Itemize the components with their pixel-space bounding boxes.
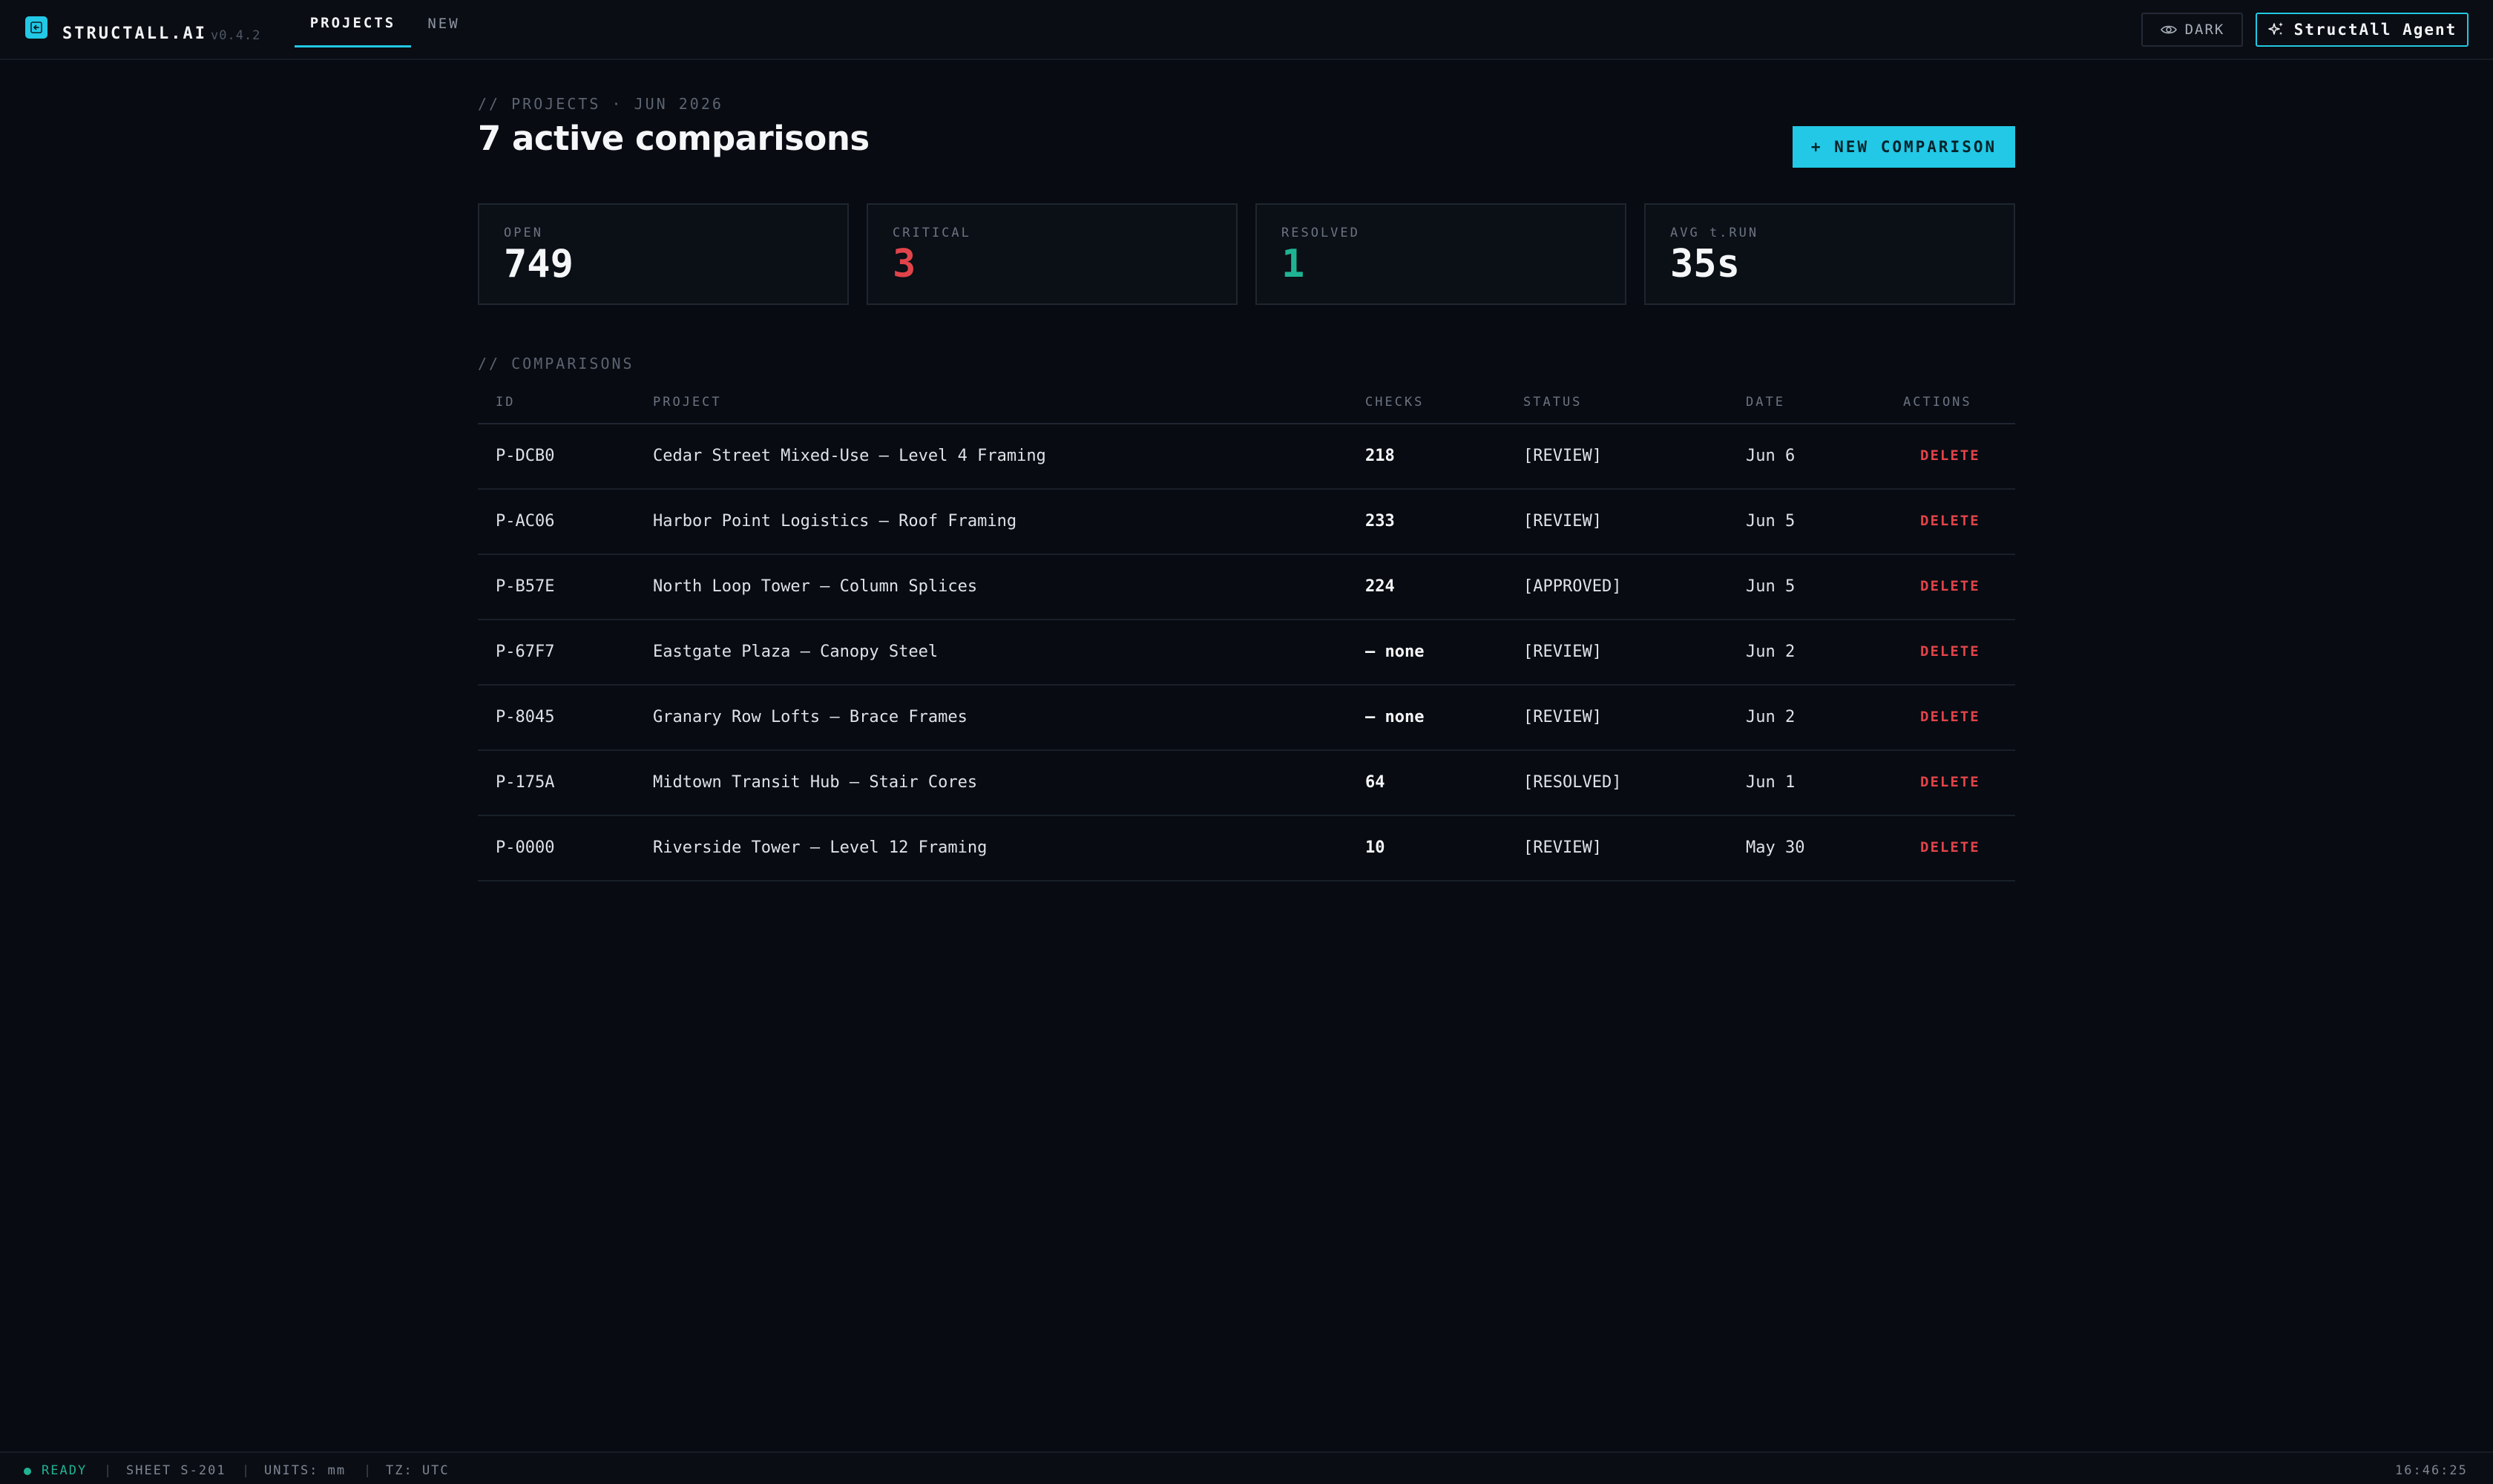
status-separator: | xyxy=(104,1463,114,1478)
column-header-project: PROJECT xyxy=(653,395,722,410)
table-row[interactable]: P-8045 Granary Row Lofts — Brace Frames … xyxy=(478,686,2015,751)
stat-label: OPEN xyxy=(504,226,543,240)
top-bar: STRUCTALL.AI v0.4.2 PROJECTS NEW DARK St… xyxy=(0,0,2493,60)
stat-value: 749 xyxy=(504,242,574,286)
row-checks: 233 xyxy=(1365,512,1395,531)
row-status: [REVIEW] xyxy=(1523,643,1602,661)
delete-button[interactable]: DELETE xyxy=(1920,447,1980,464)
row-date: May 30 xyxy=(1746,838,1805,857)
stat-card-critical: CRITICAL 3 xyxy=(867,203,1238,305)
table-row[interactable]: P-175A Midtown Transit Hub — Stair Cores… xyxy=(478,751,2015,816)
delete-button[interactable]: DELETE xyxy=(1920,513,1980,529)
row-date: Jun 1 xyxy=(1746,773,1796,792)
tab-projects[interactable]: PROJECTS xyxy=(295,0,411,47)
comparisons-section-label: // COMPARISONS xyxy=(478,355,634,372)
row-status: [REVIEW] xyxy=(1523,447,1602,465)
column-header-id: ID xyxy=(496,395,516,410)
status-clock: 16:46:25 xyxy=(2395,1463,2468,1478)
column-header-actions: ACTIONS xyxy=(1903,395,1972,410)
column-header-date: DATE xyxy=(1746,395,1785,410)
comparisons-table: ID PROJECT CHECKS STATUS DATE ACTIONS P-… xyxy=(478,386,2015,881)
row-checks: 224 xyxy=(1365,577,1395,596)
table-row[interactable]: P-0000 Riverside Tower — Level 12 Framin… xyxy=(478,816,2015,881)
stat-value: 35s xyxy=(1670,242,1740,286)
row-date: Jun 5 xyxy=(1746,512,1796,531)
stat-card-avg-run: AVG t.RUN 35s xyxy=(1644,203,2015,305)
row-date: Jun 2 xyxy=(1746,708,1796,726)
row-checks: 64 xyxy=(1365,773,1385,792)
app-version: v0.4.2 xyxy=(211,28,261,43)
logo-icon[interactable] xyxy=(25,16,47,39)
table-row[interactable]: P-AC06 Harbor Point Logistics — Roof Fra… xyxy=(478,490,2015,555)
page-title: 7 active comparisons xyxy=(478,119,870,158)
delete-button[interactable]: DELETE xyxy=(1920,839,1980,856)
brand-name: STRUCTALL.AI xyxy=(62,24,207,43)
delete-button[interactable]: DELETE xyxy=(1920,643,1980,660)
row-status: [RESOLVED] xyxy=(1523,773,1622,792)
delete-button[interactable]: DELETE xyxy=(1920,774,1980,790)
row-project[interactable]: North Loop Tower — Column Splices xyxy=(653,577,978,596)
row-date: Jun 5 xyxy=(1746,577,1796,596)
agent-button[interactable]: StructAll Agent xyxy=(2256,13,2469,47)
row-status: [REVIEW] xyxy=(1523,708,1602,726)
stat-value: 3 xyxy=(893,242,916,286)
row-checks: — none xyxy=(1365,643,1425,661)
delete-button[interactable]: DELETE xyxy=(1920,578,1980,594)
row-id: P-B57E xyxy=(496,577,555,596)
row-project[interactable]: Harbor Point Logistics — Roof Framing xyxy=(653,512,1017,531)
row-checks: — none xyxy=(1365,708,1425,726)
stat-card-open: OPEN 749 xyxy=(478,203,849,305)
row-status: [REVIEW] xyxy=(1523,512,1602,531)
row-project[interactable]: Midtown Transit Hub — Stair Cores xyxy=(653,773,978,792)
theme-toggle-button[interactable]: DARK xyxy=(2141,13,2243,47)
stat-label: CRITICAL xyxy=(893,226,971,240)
row-id: P-67F7 xyxy=(496,643,555,661)
row-id: P-175A xyxy=(496,773,555,792)
sparkle-icon xyxy=(2267,22,2283,35)
column-header-status: STATUS xyxy=(1523,395,1583,410)
row-date: Jun 6 xyxy=(1746,447,1796,465)
table-header: ID PROJECT CHECKS STATUS DATE ACTIONS xyxy=(478,386,2015,424)
row-status: [REVIEW] xyxy=(1523,838,1602,857)
row-id: P-AC06 xyxy=(496,512,555,531)
status-timezone: TZ: UTC xyxy=(386,1463,450,1478)
stat-card-resolved: RESOLVED 1 xyxy=(1255,203,1626,305)
status-bar: READY | SHEET S-201 | UNITS: mm | TZ: UT… xyxy=(0,1451,2493,1484)
table-row[interactable]: P-DCB0 Cedar Street Mixed-Use — Level 4 … xyxy=(478,424,2015,490)
row-id: P-DCB0 xyxy=(496,447,555,465)
status-separator: | xyxy=(364,1463,373,1478)
row-id: P-8045 xyxy=(496,708,555,726)
row-project[interactable]: Riverside Tower — Level 12 Framing xyxy=(653,838,988,857)
new-comparison-button[interactable]: + NEW COMPARISON xyxy=(1793,126,2015,168)
row-date: Jun 2 xyxy=(1746,643,1796,661)
stat-label: AVG t.RUN xyxy=(1670,226,1759,240)
stat-label: RESOLVED xyxy=(1281,226,1360,240)
agent-button-label: StructAll Agent xyxy=(2293,21,2457,39)
row-project[interactable]: Cedar Street Mixed-Use — Level 4 Framing xyxy=(653,447,1046,465)
row-status: [APPROVED] xyxy=(1523,577,1622,596)
table-row[interactable]: P-B57E North Loop Tower — Column Splices… xyxy=(478,555,2015,620)
row-checks: 218 xyxy=(1365,447,1395,465)
eye-icon xyxy=(2160,25,2177,34)
back-arrow-icon xyxy=(30,22,42,33)
row-id: P-0000 xyxy=(496,838,555,857)
status-ready: READY xyxy=(42,1463,88,1478)
tab-new[interactable]: NEW xyxy=(427,16,460,32)
row-checks: 10 xyxy=(1365,838,1385,857)
theme-toggle-label: DARK xyxy=(2184,22,2225,38)
status-dot-icon xyxy=(24,1468,31,1475)
status-units: UNITS: mm xyxy=(264,1463,346,1478)
row-project[interactable]: Granary Row Lofts — Brace Frames xyxy=(653,708,968,726)
status-sheet: SHEET S-201 xyxy=(126,1463,226,1478)
row-project[interactable]: Eastgate Plaza — Canopy Steel xyxy=(653,643,939,661)
page-eyebrow: // PROJECTS · JUN 2026 xyxy=(478,95,723,113)
table-row[interactable]: P-67F7 Eastgate Plaza — Canopy Steel — n… xyxy=(478,620,2015,686)
stat-value: 1 xyxy=(1281,242,1305,286)
column-header-checks: CHECKS xyxy=(1365,395,1425,410)
delete-button[interactable]: DELETE xyxy=(1920,709,1980,725)
status-separator: | xyxy=(242,1463,252,1478)
